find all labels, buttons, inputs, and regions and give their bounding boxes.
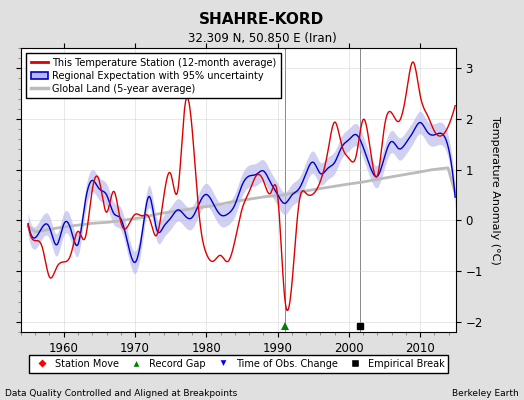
Text: Berkeley Earth: Berkeley Earth — [452, 389, 519, 398]
Legend: Station Move, Record Gap, Time of Obs. Change, Empirical Break: Station Move, Record Gap, Time of Obs. C… — [28, 355, 449, 372]
Text: SHAHRE-KORD: SHAHRE-KORD — [199, 12, 325, 27]
Y-axis label: Temperature Anomaly (°C): Temperature Anomaly (°C) — [489, 116, 500, 264]
Text: Data Quality Controlled and Aligned at Breakpoints: Data Quality Controlled and Aligned at B… — [5, 389, 237, 398]
Text: 32.309 N, 50.850 E (Iran): 32.309 N, 50.850 E (Iran) — [188, 32, 336, 45]
